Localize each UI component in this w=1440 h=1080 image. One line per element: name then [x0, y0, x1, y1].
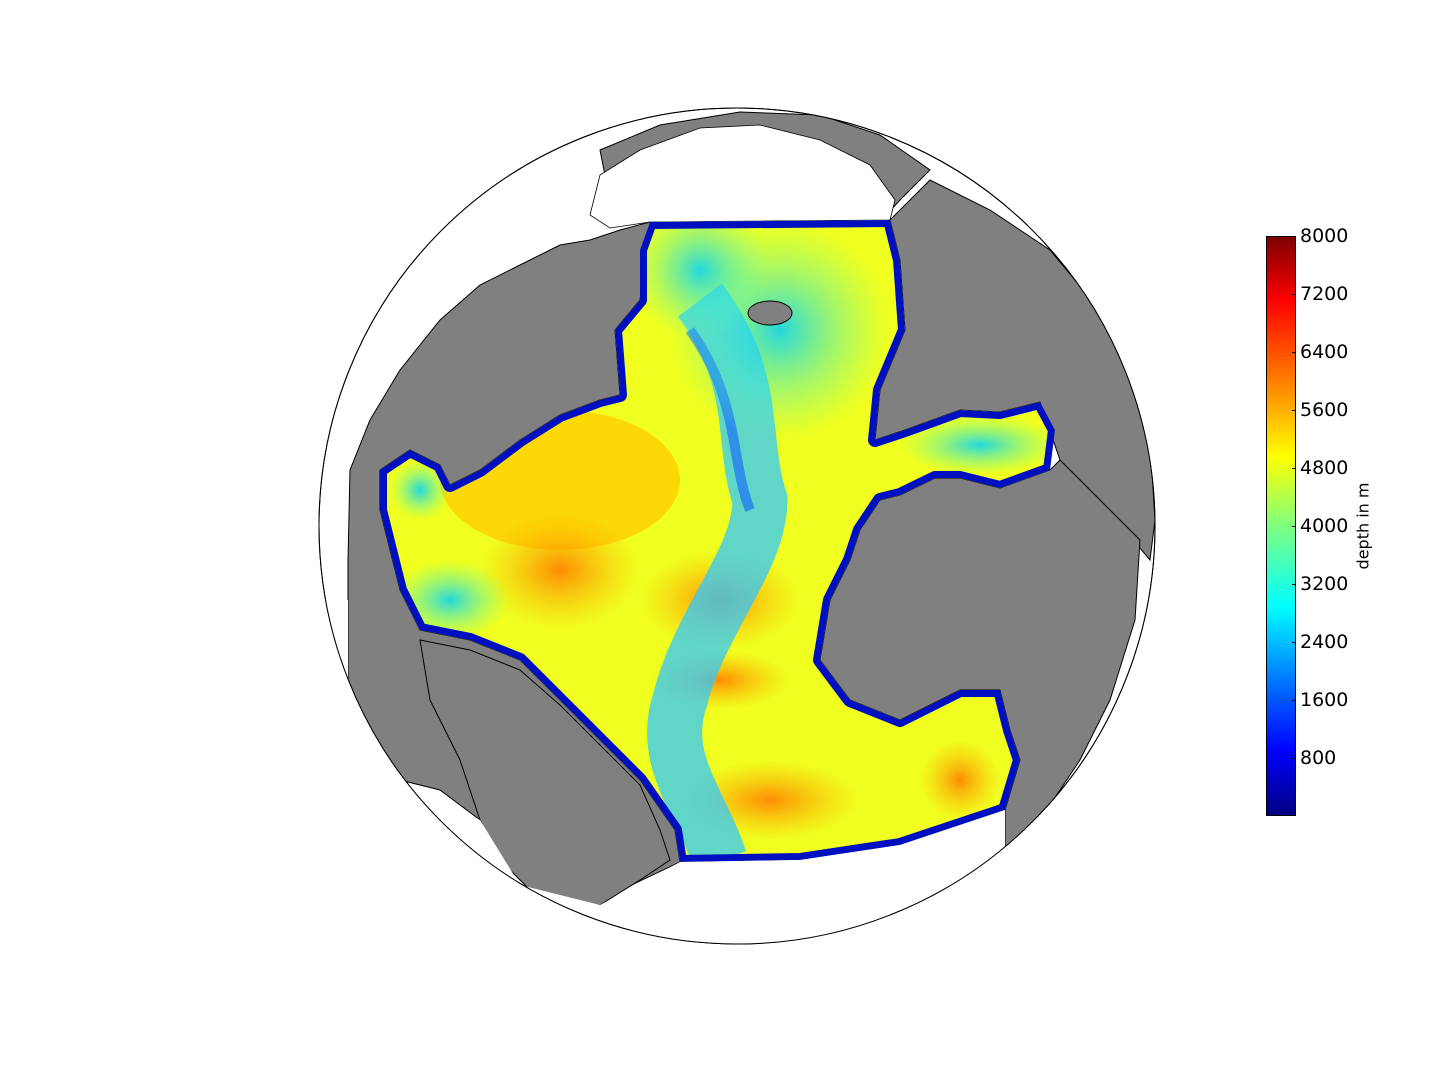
colorbar-tickmark	[1292, 352, 1296, 353]
colorbar-tick-5600: 5600	[1300, 399, 1349, 421]
no-data-south	[320, 600, 1005, 944]
land-iceland	[747, 300, 793, 326]
colorbar-tickmark	[1292, 642, 1296, 643]
continental-shelf	[380, 220, 1055, 862]
colorbar-tick-8000: 8000	[1300, 225, 1349, 247]
colorbar-tickmark	[1292, 758, 1296, 759]
colorbar-tick-4000: 4000	[1300, 515, 1349, 537]
colorbar-tickmark	[1292, 526, 1296, 527]
colorbar-tick-1600: 1600	[1300, 689, 1349, 711]
ice-cap	[589, 124, 896, 229]
colorbar-tickmark	[1292, 468, 1296, 469]
colorbar-label: depth in m	[1353, 482, 1373, 570]
colorbar-tickmark	[1292, 584, 1296, 585]
colorbar-tickmark	[1292, 410, 1296, 411]
land-south-america	[419, 639, 671, 911]
colorbar-tick-800: 800	[1300, 747, 1337, 769]
colorbar-tick-2400: 2400	[1300, 631, 1349, 653]
colorbar-tick-4800: 4800	[1300, 457, 1349, 479]
colorbar-tickmark	[1292, 700, 1296, 701]
colorbar-tick-6400: 6400	[1300, 341, 1349, 363]
colorbar-tick-3200: 3200	[1300, 573, 1349, 595]
colorbar-tickmark	[1292, 294, 1296, 295]
colorbar-tick-7200: 7200	[1300, 283, 1349, 305]
